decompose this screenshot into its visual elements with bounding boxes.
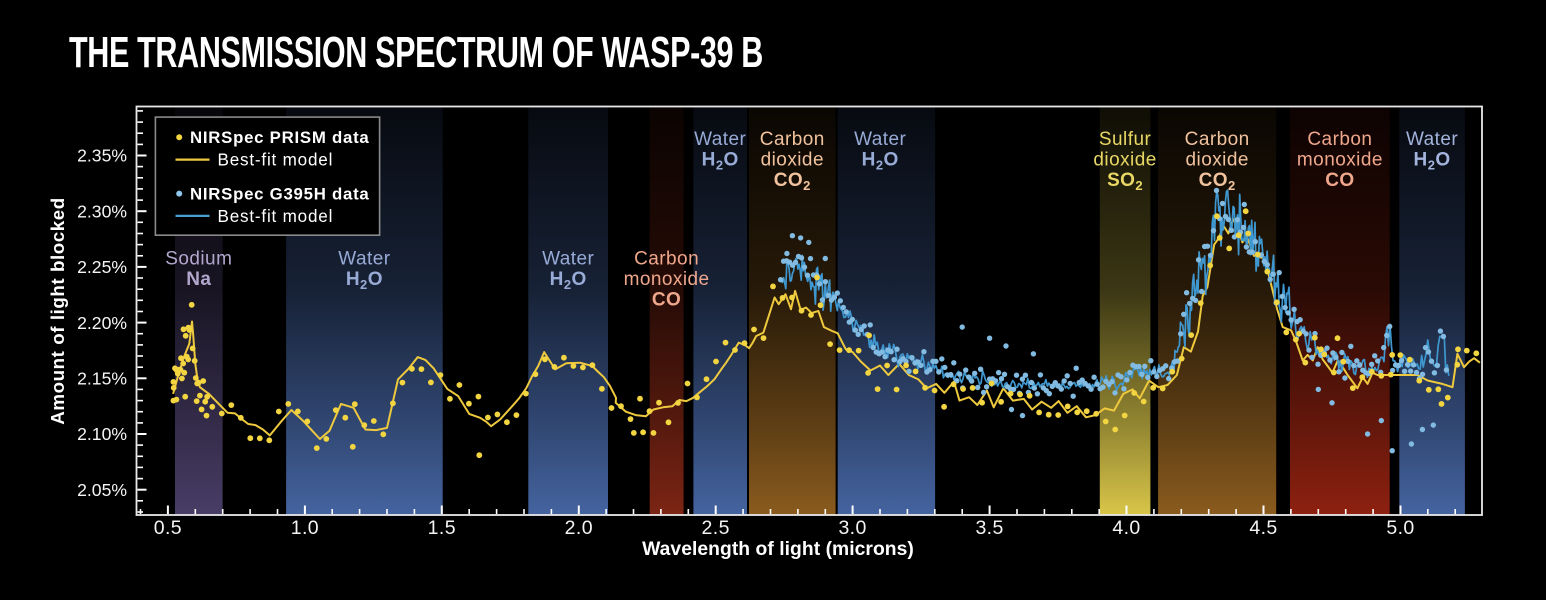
svg-text:3.0: 3.0 <box>838 517 866 539</box>
svg-text:Na: Na <box>186 269 211 290</box>
svg-text:Carbon: Carbon <box>1185 129 1250 150</box>
svg-text:SO2: SO2 <box>1107 170 1143 193</box>
svg-text:NIRSpec PRISM data: NIRSpec PRISM data <box>190 128 370 147</box>
svg-text:CO2: CO2 <box>1199 170 1236 193</box>
svg-text:H2O: H2O <box>550 269 587 292</box>
svg-text:Carbon: Carbon <box>634 248 699 269</box>
svg-text:2.20%: 2.20% <box>77 313 127 333</box>
svg-text:2.0: 2.0 <box>565 517 593 539</box>
svg-text:2.10%: 2.10% <box>77 424 127 444</box>
svg-text:5.0: 5.0 <box>1386 517 1414 539</box>
svg-text:H2O: H2O <box>862 149 899 172</box>
svg-text:Amount of light blocked: Amount of light blocked <box>47 197 68 425</box>
svg-text:H2O: H2O <box>1414 149 1451 172</box>
svg-text:monoxide: monoxide <box>1297 149 1383 170</box>
svg-text:4.5: 4.5 <box>1249 517 1277 539</box>
svg-text:2.05%: 2.05% <box>77 480 127 500</box>
svg-text:1.5: 1.5 <box>428 517 456 539</box>
svg-text:H2O: H2O <box>702 149 739 172</box>
svg-text:4.0: 4.0 <box>1112 517 1140 539</box>
svg-text:NIRSpec G395H data: NIRSpec G395H data <box>190 185 370 204</box>
svg-text:Water: Water <box>854 129 906 150</box>
svg-text:2.15%: 2.15% <box>77 369 127 389</box>
svg-text:3.5: 3.5 <box>975 517 1003 539</box>
svg-text:Sulfur: Sulfur <box>1099 129 1152 150</box>
svg-text:Water: Water <box>1406 129 1458 150</box>
svg-text:monoxide: monoxide <box>624 269 710 290</box>
svg-text:CO: CO <box>652 289 681 310</box>
svg-text:dioxide: dioxide <box>1093 149 1156 170</box>
svg-text:CO2: CO2 <box>774 170 811 193</box>
svg-text:dioxide: dioxide <box>1186 149 1249 170</box>
svg-text:1.0: 1.0 <box>291 517 319 539</box>
svg-text:dioxide: dioxide <box>761 149 824 170</box>
svg-text:2.5: 2.5 <box>702 517 730 539</box>
svg-text:Wavelength of light (microns): Wavelength of light (microns) <box>642 539 914 560</box>
svg-text:0.5: 0.5 <box>154 517 182 539</box>
svg-text:Water: Water <box>694 129 746 150</box>
svg-text:2.30%: 2.30% <box>77 201 127 221</box>
svg-text:H2O: H2O <box>346 269 383 292</box>
svg-text:Carbon: Carbon <box>1307 129 1372 150</box>
svg-text:2.25%: 2.25% <box>77 257 127 277</box>
svg-text:Water: Water <box>542 248 594 269</box>
svg-text:Carbon: Carbon <box>760 129 825 150</box>
svg-text:Sodium: Sodium <box>165 248 232 269</box>
svg-text:Best-fit model: Best-fit model <box>218 207 334 226</box>
svg-text:CO: CO <box>1325 170 1354 191</box>
svg-text:Best-fit model: Best-fit model <box>218 151 334 170</box>
svg-text:2.35%: 2.35% <box>77 146 127 166</box>
svg-text:Water: Water <box>338 248 390 269</box>
